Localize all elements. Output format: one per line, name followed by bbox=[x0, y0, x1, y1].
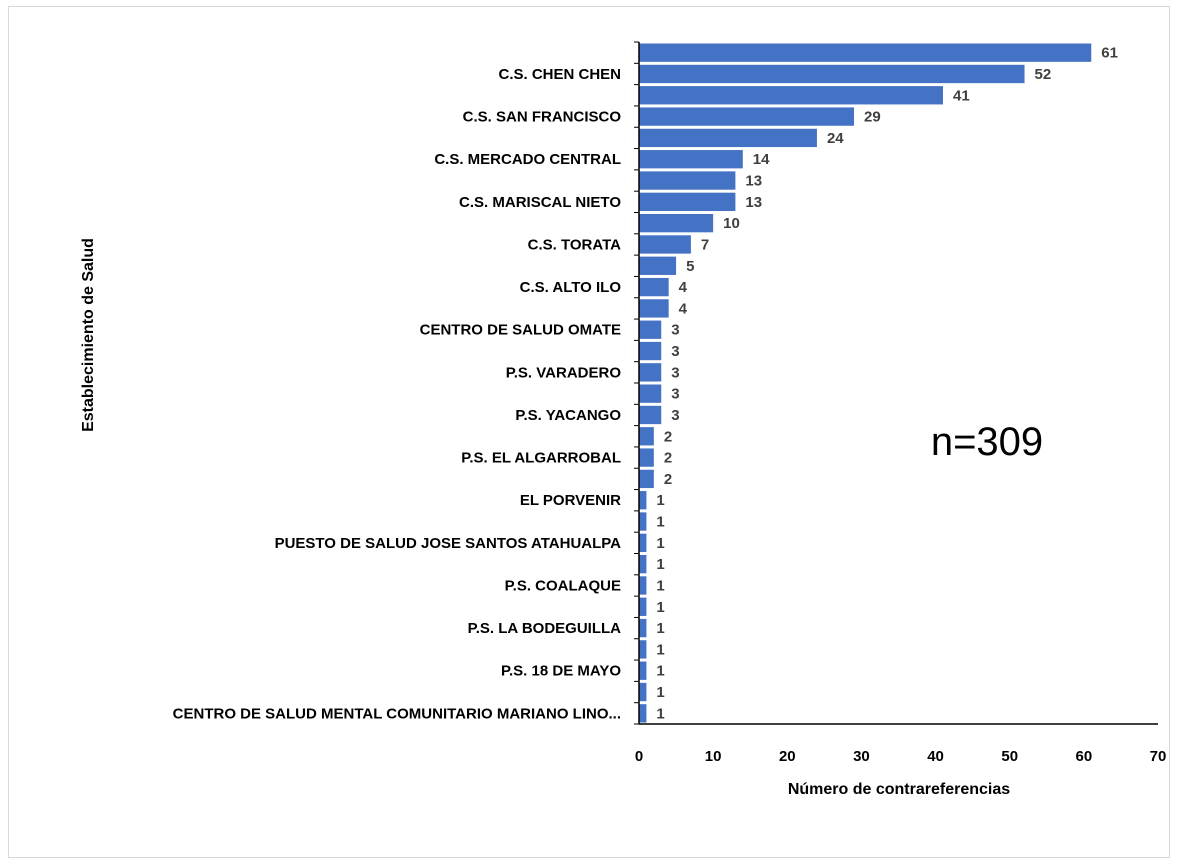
bar bbox=[639, 597, 647, 616]
bar-value-label: 3 bbox=[671, 364, 679, 381]
category-label: EL PORVENIR bbox=[520, 492, 621, 509]
x-tick-label: 0 bbox=[635, 748, 643, 765]
bar bbox=[639, 363, 662, 382]
bar-value-label: 2 bbox=[664, 450, 672, 467]
bar-value-label: 13 bbox=[745, 194, 762, 211]
bar bbox=[639, 150, 743, 169]
bar bbox=[639, 128, 817, 148]
category-label: P.S. 18 DE MAYO bbox=[501, 663, 621, 680]
bar-value-label: 1 bbox=[656, 577, 664, 594]
category-label: P.S. VARADERO bbox=[506, 364, 622, 381]
chart-frame bbox=[8, 6, 1170, 858]
bar bbox=[639, 682, 647, 702]
bar-value-label: 3 bbox=[671, 407, 679, 424]
bar bbox=[639, 661, 647, 680]
category-label: C.S. TORATA bbox=[528, 236, 622, 253]
bar-value-label: 10 bbox=[723, 215, 740, 232]
bar bbox=[639, 640, 647, 659]
bar-value-label: 1 bbox=[656, 705, 664, 722]
bar-value-label: 4 bbox=[679, 279, 688, 296]
bar-value-label: 1 bbox=[656, 514, 664, 531]
x-tick-label: 40 bbox=[927, 748, 944, 765]
bar-value-label: 29 bbox=[864, 109, 881, 126]
category-label: P.S. COALAQUE bbox=[505, 577, 621, 594]
bar-value-label: 1 bbox=[656, 492, 664, 509]
bar bbox=[639, 618, 647, 638]
bar-value-label: 2 bbox=[664, 471, 672, 488]
bar bbox=[639, 533, 647, 553]
bar-value-label: 24 bbox=[827, 130, 844, 147]
bar bbox=[639, 384, 662, 403]
x-tick-label: 60 bbox=[1076, 748, 1093, 765]
category-label: P.S. LA BODEGUILLA bbox=[468, 620, 622, 637]
bar-value-label: 7 bbox=[701, 236, 709, 253]
bar bbox=[639, 43, 1092, 62]
bar-value-label: 1 bbox=[656, 663, 664, 680]
sample-size-annotation: n=309 bbox=[931, 420, 1043, 464]
bar bbox=[639, 64, 1025, 84]
bar-value-label: 5 bbox=[686, 258, 694, 275]
x-tick-label: 30 bbox=[853, 748, 870, 765]
bar bbox=[639, 576, 647, 595]
bar bbox=[639, 320, 662, 339]
category-label: PUESTO DE SALUD JOSE SANTOS ATAHUALPA bbox=[275, 535, 622, 552]
category-label: CENTRO DE SALUD OMATE bbox=[420, 322, 621, 339]
bar bbox=[639, 299, 669, 318]
bar bbox=[639, 554, 647, 574]
bar bbox=[639, 427, 654, 446]
bar bbox=[639, 192, 736, 212]
bar bbox=[639, 512, 647, 531]
category-label: CENTRO DE SALUD MENTAL COMUNITARIO MARIA… bbox=[173, 705, 621, 722]
category-labels-group: C.S. CHEN CHEN C.S. SAN FRANCISCO C.S. MER… bbox=[173, 66, 622, 722]
bar-value-label: 61 bbox=[1101, 45, 1118, 62]
bar-value-label: 13 bbox=[745, 173, 762, 190]
bar-value-label: 52 bbox=[1035, 66, 1052, 83]
category-label: C.S. MARISCAL NIETO bbox=[459, 194, 621, 211]
category-label: C.S. MERCADO CENTRAL bbox=[434, 151, 621, 168]
bar-value-label: 3 bbox=[671, 343, 679, 360]
x-axis-title: Número de contrareferencias bbox=[788, 781, 1010, 798]
category-label: P.S. EL ALGARROBAL bbox=[461, 450, 621, 467]
bar-value-label: 1 bbox=[656, 641, 664, 658]
bar bbox=[639, 171, 736, 190]
bar-value-label: 3 bbox=[671, 386, 679, 403]
axes-group bbox=[634, 41, 1158, 725]
bar bbox=[639, 256, 677, 275]
bar-value-label: 14 bbox=[753, 151, 770, 168]
bar bbox=[639, 86, 943, 105]
category-label: C.S. SAN FRANCISCO bbox=[463, 109, 622, 126]
bar-value-label: 2 bbox=[664, 428, 672, 445]
bar-value-label: 41 bbox=[953, 87, 970, 104]
y-axis-title: Establecimiento de Salud bbox=[80, 238, 97, 432]
bar bbox=[639, 704, 647, 723]
bar-value-label: 1 bbox=[656, 599, 664, 616]
x-ticks-group: 0 10 20 30 40 50 60 70 bbox=[635, 748, 1167, 765]
category-label: C.S. ALTO ILO bbox=[520, 279, 622, 296]
x-tick-label: 70 bbox=[1150, 748, 1167, 765]
bar bbox=[639, 235, 691, 254]
bar bbox=[639, 107, 855, 126]
bar-value-label: 1 bbox=[656, 684, 664, 701]
bar bbox=[639, 469, 654, 489]
bar-value-label: 3 bbox=[671, 322, 679, 339]
bars-group bbox=[639, 43, 1092, 723]
bar bbox=[639, 341, 662, 361]
x-tick-label: 20 bbox=[779, 748, 796, 765]
x-tick-label: 50 bbox=[1001, 748, 1018, 765]
bar bbox=[639, 405, 662, 425]
bar-value-label: 1 bbox=[656, 620, 664, 637]
bar bbox=[639, 448, 654, 467]
bar-value-label: 4 bbox=[679, 300, 688, 317]
bar-value-label: 1 bbox=[656, 556, 664, 573]
bar-value-label: 1 bbox=[656, 535, 664, 552]
value-labels-group: 6152412924141313107544333332221111111111… bbox=[656, 45, 1118, 723]
bar bbox=[639, 491, 647, 510]
bar bbox=[639, 277, 669, 297]
category-label: C.S. CHEN CHEN bbox=[498, 66, 621, 83]
category-label: P.S. YACANGO bbox=[515, 407, 621, 424]
bar bbox=[639, 213, 714, 233]
x-tick-label: 10 bbox=[705, 748, 722, 765]
